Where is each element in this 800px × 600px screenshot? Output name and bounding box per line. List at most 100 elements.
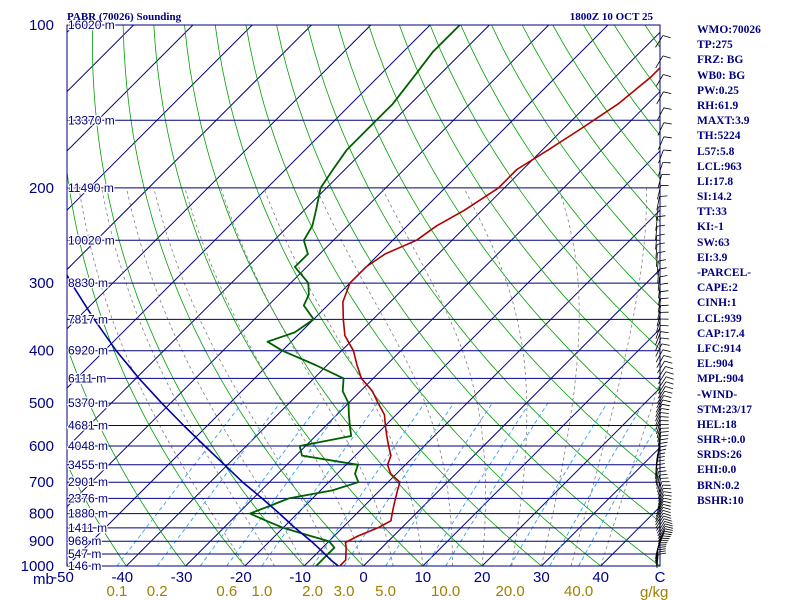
wind-barb-flag bbox=[660, 297, 669, 300]
wind-barb-flag bbox=[663, 107, 672, 110]
wind-barb bbox=[658, 376, 667, 389]
wind-barb-flag bbox=[660, 412, 669, 414]
isotherm-line bbox=[125, 31, 660, 566]
mixing-ratio-tick-label: 0.1 bbox=[107, 583, 128, 600]
wind-barb bbox=[656, 395, 665, 408]
dry-adiabats bbox=[67, 25, 660, 566]
wind-barb bbox=[655, 408, 662, 422]
wind-barb bbox=[656, 521, 665, 534]
wind-barb bbox=[657, 269, 660, 284]
wind-barb bbox=[657, 526, 666, 539]
dry-adiabat-line bbox=[276, 25, 660, 566]
wind-barb-flag bbox=[660, 434, 669, 437]
wind-barb-flag bbox=[662, 510, 671, 513]
index-line: MPL:904 bbox=[697, 373, 744, 386]
wind-barb bbox=[655, 206, 659, 221]
wind-barb-flag bbox=[663, 491, 672, 493]
wind-barb-flag bbox=[659, 441, 668, 444]
wind-barb-flag bbox=[662, 535, 671, 538]
isotherm-line bbox=[67, 25, 609, 566]
isotherm-line bbox=[244, 150, 660, 566]
wind-barb bbox=[655, 412, 662, 426]
wind-barb-flag bbox=[658, 267, 667, 270]
wind-barb bbox=[655, 74, 664, 87]
index-line: CAPE:2 bbox=[697, 282, 738, 295]
temperature-profile bbox=[338, 66, 660, 566]
index-line: TH:5224 bbox=[697, 130, 741, 143]
temperature-tick-label: 10 bbox=[414, 569, 431, 586]
wind-barb-flag bbox=[665, 386, 674, 390]
isotherm-line bbox=[363, 268, 660, 566]
index-line: RH:61.9 bbox=[697, 99, 739, 112]
wind-barb bbox=[655, 468, 658, 483]
index-line: LFC:914 bbox=[697, 342, 742, 355]
wind-barb bbox=[655, 226, 658, 241]
isotherm-line bbox=[67, 25, 312, 271]
wind-barb-flag bbox=[658, 205, 667, 208]
wind-barb bbox=[655, 235, 658, 250]
isotherm-line bbox=[67, 25, 550, 508]
wind-barb-flag bbox=[656, 233, 665, 236]
height-label: 10020 m bbox=[68, 233, 115, 247]
index-line: WB0: BG bbox=[697, 69, 746, 82]
height-label: 5370 m bbox=[68, 396, 108, 410]
station-title: PABR (70026) Sounding bbox=[67, 11, 182, 23]
wind-barb bbox=[657, 481, 663, 496]
moist-adiabats bbox=[78, 187, 660, 566]
height-label: 16020 m bbox=[68, 18, 115, 32]
pressure-tick-label: 400 bbox=[29, 343, 54, 360]
wind-barb-flag bbox=[663, 149, 672, 152]
wind-barb-flag bbox=[665, 366, 674, 370]
wind-barb-flag bbox=[660, 438, 669, 441]
wind-barb bbox=[655, 512, 664, 526]
wind-barb bbox=[657, 478, 661, 493]
wind-barb bbox=[657, 305, 662, 320]
wind-barb bbox=[656, 318, 661, 333]
isotherm-line bbox=[67, 25, 490, 449]
height-label: 4048 m bbox=[68, 439, 108, 453]
isotherm-line bbox=[303, 209, 660, 566]
wind-barb bbox=[657, 122, 665, 136]
temperature-tick-label: 30 bbox=[533, 569, 550, 586]
moist-adiabat-line bbox=[570, 187, 647, 566]
index-line: STM:23/17 bbox=[697, 403, 752, 416]
isotherm-line bbox=[481, 387, 660, 566]
pressure-tick-label: 800 bbox=[29, 506, 54, 523]
wind-barb-flag bbox=[664, 523, 673, 527]
wind-barb bbox=[656, 355, 665, 368]
wind-barb bbox=[656, 91, 664, 105]
wind-barb bbox=[656, 312, 661, 327]
wind-barb bbox=[655, 510, 664, 523]
wind-barb-flag bbox=[663, 13, 671, 15]
wind-barb-flag bbox=[664, 390, 673, 394]
mixing-ratio-line bbox=[261, 402, 378, 566]
wind-barbs bbox=[655, 13, 674, 568]
index-line: HEL:18 bbox=[697, 418, 737, 431]
wind-barb bbox=[656, 196, 660, 211]
index-line: SHR+:0.0 bbox=[697, 434, 746, 447]
wind-barb-flag bbox=[664, 360, 673, 364]
wind-barb bbox=[658, 484, 663, 499]
wind-barb-flag bbox=[661, 403, 670, 407]
dry-adiabat-line bbox=[245, 25, 601, 566]
wind-barb-flag bbox=[665, 376, 674, 380]
wind-barb-flag bbox=[657, 215, 666, 218]
wind-barb bbox=[655, 216, 658, 231]
wind-barb-flag bbox=[664, 530, 673, 534]
wind-barb bbox=[655, 25, 657, 26]
wind-barb bbox=[655, 331, 662, 345]
height-label: 2901 m bbox=[68, 475, 108, 489]
wind-barb-flag bbox=[662, 349, 671, 352]
mixing-ratio-tick-label: 10.0 bbox=[431, 583, 460, 600]
wind-barb-flag bbox=[662, 35, 671, 39]
height-label: 11490 m bbox=[68, 181, 114, 195]
pressure-tick-label: 700 bbox=[29, 474, 54, 491]
wind-barb-flag bbox=[656, 459, 665, 462]
wind-barb-flag bbox=[659, 275, 668, 278]
wind-barb bbox=[655, 399, 664, 413]
pressure-tick-label: 1000 bbox=[21, 558, 54, 575]
wind-barb bbox=[658, 291, 661, 306]
pressure-unit-label: mb bbox=[33, 571, 54, 588]
height-label: 6111 m bbox=[68, 371, 106, 385]
